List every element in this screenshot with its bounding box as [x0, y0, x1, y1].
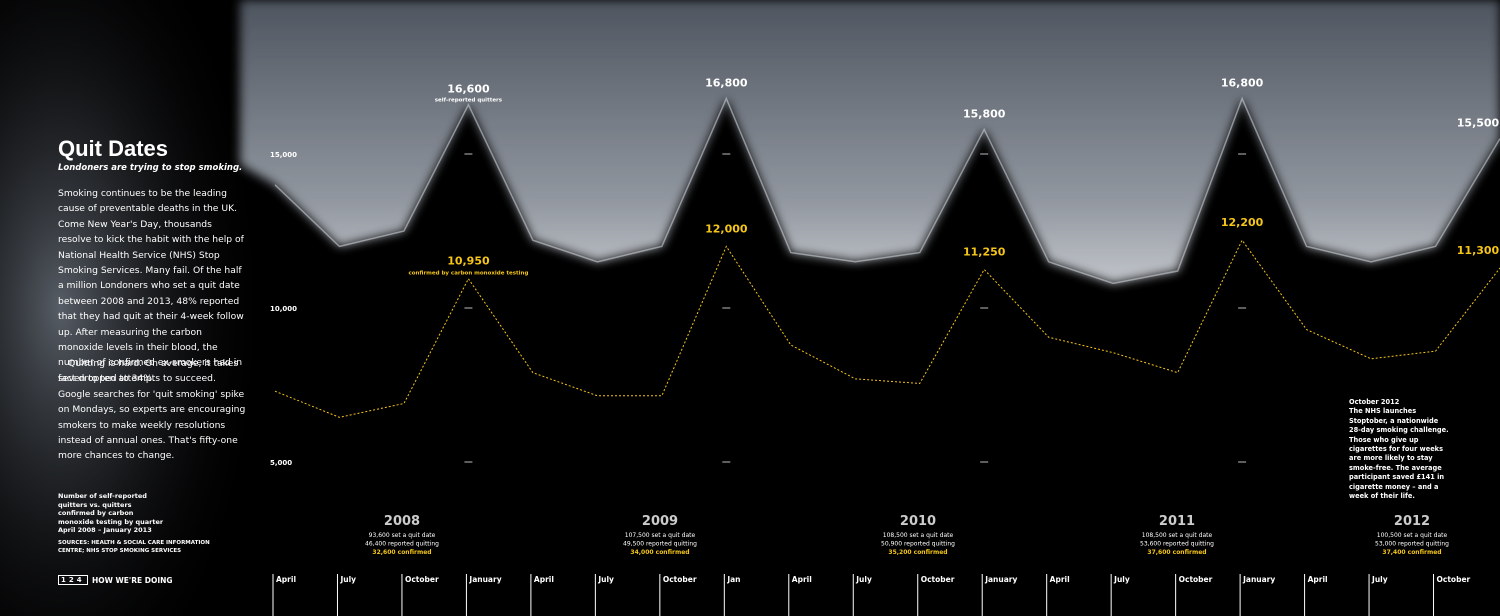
x-tick-label: July: [597, 575, 614, 584]
x-tick-label: July: [339, 575, 356, 584]
y-tick-label: 10,000: [270, 305, 297, 313]
year-label: 2008: [384, 514, 420, 529]
x-tick-label: October: [921, 575, 955, 584]
annotation-text: The NHS launches Stoptober, a nationwide…: [1349, 407, 1449, 501]
x-tick-label: January: [984, 575, 1017, 584]
value-label: 15,800: [963, 107, 1006, 120]
x-tick-label: October: [1179, 575, 1213, 584]
y-tick-label: 5,000: [270, 459, 292, 467]
sources: SOURCES: HEALTH & SOCIAL CARE INFORMATIO…: [58, 540, 210, 554]
x-tick-label: July: [1371, 575, 1388, 584]
smoke-edge: [274, 96, 1500, 285]
smoke: [240, 0, 1500, 284]
year-label: 2009: [642, 514, 678, 529]
value-label: 16,800: [1221, 77, 1264, 90]
x-tick-label: July: [1113, 575, 1130, 584]
value-label: 16,800: [705, 77, 748, 90]
year-label: 2010: [900, 514, 936, 529]
year-stat: 37,600 confirmed: [1147, 549, 1206, 556]
value-label: 16,600: [447, 83, 490, 96]
confirmed-line: [274, 239, 1500, 418]
paragraph: Smoking continues to be the leading caus…: [58, 188, 244, 384]
year-stat: 100,500 set a quit date: [1377, 532, 1448, 539]
year-label: 2011: [1159, 514, 1195, 529]
x-tick-label: April: [792, 575, 812, 584]
value-label: 10,950: [447, 255, 490, 268]
value-label: 12,000: [705, 222, 748, 235]
year-stat: 37,400 confirmed: [1382, 549, 1441, 556]
year-stat: 49,500 reported quitting: [623, 541, 697, 548]
section-name: HOW WE'RE DOING: [92, 576, 173, 585]
paragraph: Quitting is hard. On average, it takes s…: [58, 358, 246, 462]
x-tick-label: April: [1050, 575, 1070, 584]
x-tick-label: October: [405, 575, 439, 584]
year-stat: 46,400 reported quitting: [365, 541, 439, 548]
x-tick-label: January: [468, 575, 501, 584]
x-tick-label: July: [855, 575, 872, 584]
value-label: 15,500: [1457, 117, 1500, 130]
x-tick-label: January: [1242, 575, 1275, 584]
year-stat: 107,500 set a quit date: [625, 532, 696, 539]
year-label: 2012: [1394, 514, 1430, 529]
year-stat: 32,600 confirmed: [372, 549, 431, 556]
series-annotation: self-reported quitters: [435, 98, 503, 104]
page-number: 124: [58, 575, 88, 585]
year-stat: 34,000 confirmed: [630, 549, 689, 556]
year-stat: 93,600 set a quit date: [369, 532, 436, 539]
value-label: 12,200: [1221, 216, 1264, 229]
year-stat: 108,500 set a quit date: [883, 532, 954, 539]
x-tick-label: April: [534, 575, 554, 584]
subtitle: Londoners are trying to stop smoking.: [58, 163, 243, 173]
year-stat: 53,600 reported quitting: [1140, 541, 1214, 548]
x-tick-label: October: [1437, 575, 1471, 584]
y-tick-label: 15,000: [270, 151, 297, 159]
annotation-title: October 2012: [1349, 398, 1400, 406]
year-stat: 50,900 reported quitting: [881, 541, 955, 548]
title: Quit Dates: [58, 136, 169, 161]
annotation: October 2012 The NHS launches Stoptober,…: [1349, 398, 1449, 501]
value-label: 11,250: [963, 246, 1006, 259]
year-stat: 53,000 reported quitting: [1375, 541, 1449, 548]
year-stat: 35,200 confirmed: [888, 549, 947, 556]
x-tick-label: April: [1308, 575, 1328, 584]
x-tick-label: April: [276, 575, 296, 584]
caption: Number of self-reported quitters vs. qui…: [58, 492, 164, 534]
year-stat: 108,500 set a quit date: [1142, 532, 1213, 539]
series-annotation: confirmed by carbon monoxide testing: [408, 271, 528, 277]
x-tick-label: October: [663, 575, 697, 584]
value-label: 11,300: [1457, 244, 1500, 257]
x-tick-label: Jan: [726, 575, 740, 584]
smoke-texture: [240, 0, 1500, 284]
